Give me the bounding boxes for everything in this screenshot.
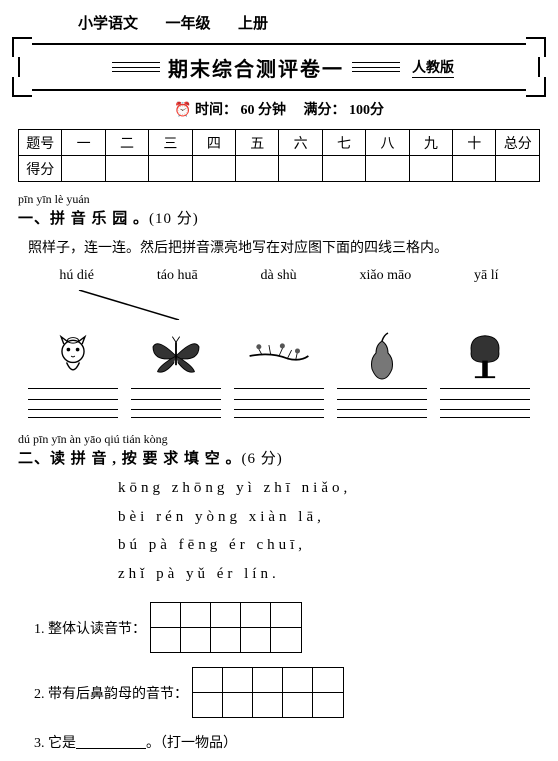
empty-cell[interactable] bbox=[62, 156, 105, 182]
time-value: 60 分钟 bbox=[240, 103, 286, 118]
picture-row bbox=[22, 328, 536, 418]
poem-line: bú pà fēng ér chuī, bbox=[118, 531, 540, 560]
q2-pinyin-header: dú pīn yīn àn yāo qiú tián kòng bbox=[18, 432, 540, 447]
empty-cell[interactable] bbox=[149, 156, 192, 182]
pic-cell bbox=[131, 328, 221, 418]
sub-q1: 1. 整体认读音节： bbox=[34, 602, 540, 653]
q2-prefix: 二、 bbox=[18, 451, 50, 467]
col-head: 一 bbox=[62, 130, 105, 156]
sub-q2: 2. 带有后鼻韵母的音节： bbox=[34, 667, 540, 718]
col-head: 八 bbox=[366, 130, 409, 156]
edition-label: 人教版 bbox=[412, 57, 454, 78]
q1-pinyin-header: pīn yīn lè yuán bbox=[18, 192, 540, 207]
q1-points: (10 分) bbox=[149, 211, 199, 227]
tree-icon bbox=[440, 328, 530, 384]
col-head: 总分 bbox=[496, 130, 540, 156]
pinyin-item: yā lí bbox=[474, 268, 499, 284]
score-table: 题号 一 二 三 四 五 六 七 八 九 十 总分 得分 bbox=[18, 129, 540, 182]
pic-cell bbox=[440, 328, 530, 418]
q2-points: (6 分) bbox=[242, 451, 283, 467]
col-head: 二 bbox=[105, 130, 148, 156]
row-label: 题号 bbox=[19, 130, 62, 156]
q1-title: 一、拼 音 乐 园 。(10 分) bbox=[18, 207, 540, 228]
q1-text: 拼 音 乐 园 。 bbox=[50, 211, 149, 227]
col-head: 十 bbox=[453, 130, 496, 156]
empty-cell[interactable] bbox=[192, 156, 235, 182]
table-row: 题号 一 二 三 四 五 六 七 八 九 十 总分 bbox=[19, 130, 540, 156]
sub2-label: 2. 带有后鼻韵母的音节： bbox=[34, 683, 188, 703]
pinyin-item: dà shù bbox=[261, 268, 297, 284]
sub3-suffix: 。（打一物品） bbox=[146, 732, 237, 752]
empty-cell[interactable] bbox=[366, 156, 409, 182]
grade: 一年级 bbox=[166, 16, 211, 32]
q1-pinyin-row: hú dié táo huā dà shù xiǎo māo yā lí bbox=[28, 268, 530, 284]
pinyin-item: táo huā bbox=[157, 268, 198, 284]
poem-line: bèi rén yòng xiàn lā, bbox=[118, 503, 540, 532]
score-label: 满分： bbox=[303, 103, 345, 118]
sub-q3: 3. 它是 。（打一物品） bbox=[34, 732, 540, 752]
table-row: 得分 bbox=[19, 156, 540, 182]
col-head: 五 bbox=[236, 130, 279, 156]
answer-cells[interactable] bbox=[150, 602, 302, 653]
col-head: 七 bbox=[322, 130, 365, 156]
pic-cell bbox=[234, 328, 324, 418]
pear-icon bbox=[337, 328, 427, 384]
q2-title: 二、读 拼 音 , 按 要 求 填 空 。(6 分) bbox=[18, 447, 540, 468]
empty-cell[interactable] bbox=[236, 156, 279, 182]
sub1-label: 1. 整体认读音节： bbox=[34, 618, 146, 638]
empty-cell[interactable] bbox=[453, 156, 496, 182]
title-frame: 期末综合测评卷一 人教版 bbox=[18, 43, 540, 91]
branch-icon bbox=[234, 328, 324, 384]
butterfly-icon bbox=[131, 328, 221, 384]
empty-cell[interactable] bbox=[279, 156, 322, 182]
empty-cell[interactable] bbox=[409, 156, 452, 182]
empty-cell[interactable] bbox=[105, 156, 148, 182]
pinyin-item: xiǎo māo bbox=[360, 268, 412, 284]
poem-block: kōng zhōng yì zhī niǎo, bèi rén yòng xià… bbox=[118, 474, 540, 588]
time-label: 时间： bbox=[195, 103, 237, 118]
header: 小学语文 一年级 上册 bbox=[18, 12, 540, 33]
fourline-grid[interactable] bbox=[440, 388, 530, 418]
poem-line: kōng zhōng yì zhī niǎo, bbox=[118, 474, 540, 503]
q1-prefix: 一、 bbox=[18, 211, 50, 227]
row-label: 得分 bbox=[19, 156, 62, 182]
empty-cell[interactable] bbox=[322, 156, 365, 182]
connection-line bbox=[38, 290, 520, 320]
fourline-grid[interactable] bbox=[131, 388, 221, 418]
cat-icon bbox=[28, 328, 118, 384]
page-title: 期末综合测评卷一 bbox=[168, 53, 344, 82]
answer-cells[interactable] bbox=[192, 667, 344, 718]
clock-icon: ⏰ bbox=[174, 103, 191, 118]
col-head: 四 bbox=[192, 130, 235, 156]
time-info: ⏰ 时间： 60 分钟 满分： 100分 bbox=[18, 99, 540, 119]
col-head: 三 bbox=[149, 130, 192, 156]
decor-line-left bbox=[112, 62, 160, 72]
volume: 上册 bbox=[238, 16, 268, 32]
empty-cell[interactable] bbox=[496, 156, 540, 182]
col-head: 六 bbox=[279, 130, 322, 156]
col-head: 九 bbox=[409, 130, 452, 156]
q1-instruction: 照样子，连一连。然后把拼音漂亮地写在对应图下面的四线三格内。 bbox=[28, 238, 540, 260]
pic-cell bbox=[337, 328, 427, 418]
pic-cell bbox=[28, 328, 118, 418]
poem-line: zhǐ pà yǔ ér lín. bbox=[118, 560, 540, 589]
sub3-prefix: 3. 它是 bbox=[34, 732, 76, 752]
pinyin-item: hú dié bbox=[59, 268, 94, 284]
decor-line-right bbox=[352, 62, 400, 72]
fourline-grid[interactable] bbox=[337, 388, 427, 418]
blank-line[interactable] bbox=[76, 735, 146, 749]
q2-text: 读 拼 音 , 按 要 求 填 空 。 bbox=[50, 451, 242, 467]
fourline-grid[interactable] bbox=[234, 388, 324, 418]
fourline-grid[interactable] bbox=[28, 388, 118, 418]
score-value: 100分 bbox=[349, 103, 384, 118]
subject: 小学语文 bbox=[78, 16, 138, 32]
